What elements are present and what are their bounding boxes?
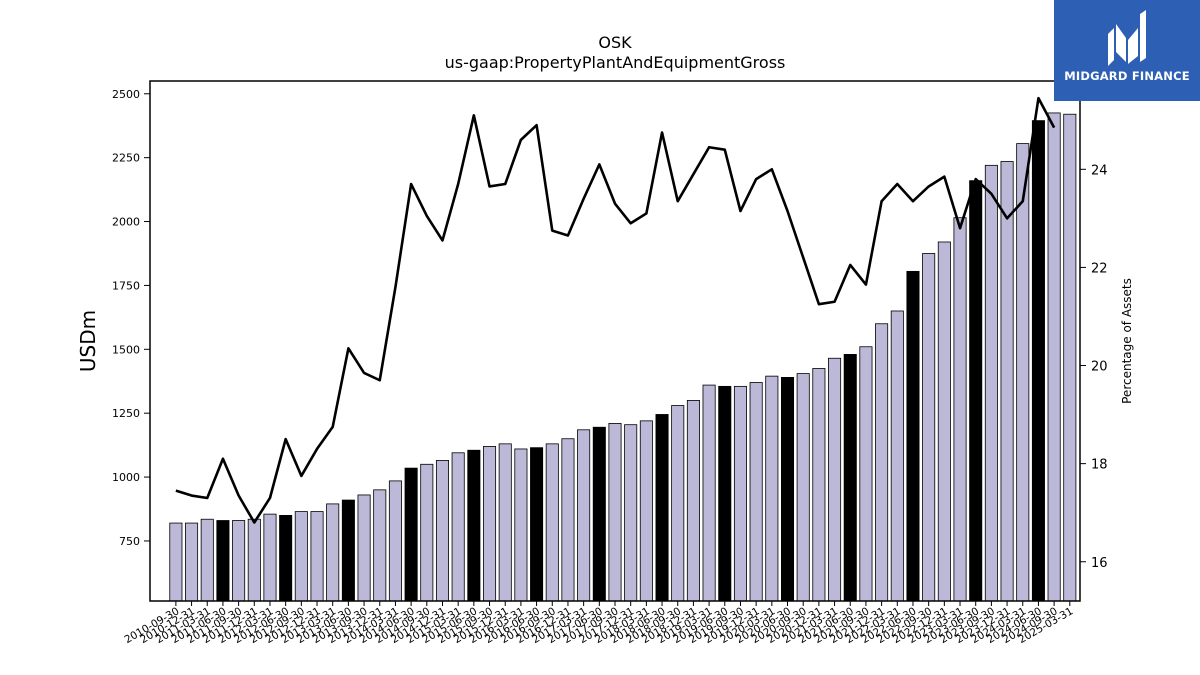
- bar-2012-03-31: [263, 513, 277, 602]
- bar-2024-09-30: [1047, 112, 1061, 602]
- bar-2014-12-31: [435, 460, 449, 602]
- bar-2022-03-31: [890, 310, 904, 602]
- y-tick-label: 1750: [112, 279, 140, 292]
- y2-axis-label: Percentage of Assets: [1120, 278, 1134, 404]
- bar-2014-09-30: [420, 463, 434, 602]
- bar-2019-12-31: [749, 382, 763, 602]
- bar-2013-09-30: [357, 494, 371, 602]
- y-tick-label: 2500: [112, 88, 140, 101]
- bar-2021-09-30: [859, 346, 873, 602]
- bar-2022-09-30: [922, 253, 936, 602]
- bar-2017-06-30: [592, 426, 606, 602]
- bar-2012-12-31: [310, 511, 324, 602]
- bar-2023-03-31: [953, 217, 967, 602]
- bar-2013-06-30: [341, 499, 355, 602]
- left-y-axis: 750 1000 1250 1500 1750 2000 2250 2500: [112, 88, 150, 548]
- y2-tick-label: 24: [1091, 163, 1108, 178]
- y-tick-label: 1250: [112, 407, 140, 420]
- bar-2023-12-31: [1000, 161, 1014, 602]
- bar-2018-03-31: [639, 420, 653, 602]
- bar-2016-03-31: [514, 448, 528, 602]
- bar-2016-06-30: [530, 447, 544, 602]
- bar-2015-12-31: [498, 443, 512, 602]
- bar-2017-09-30: [608, 423, 622, 602]
- bar-2020-12-31: [812, 368, 826, 602]
- bar-2017-03-31: [577, 429, 591, 602]
- bar-2011-12-31: [247, 518, 261, 602]
- bar-2015-09-30: [483, 446, 497, 602]
- bar-2011-06-30: [216, 520, 230, 602]
- bar-2024-06-30: [1031, 120, 1045, 602]
- right-y-axis: 16 18 20 22 24: [1080, 163, 1108, 571]
- bar-2015-03-31: [451, 452, 465, 602]
- bar-2019-03-31: [702, 384, 716, 602]
- bar-2021-03-31: [828, 357, 842, 602]
- y-tick-label: 1000: [112, 471, 140, 484]
- bar-2022-06-30: [906, 270, 920, 602]
- line-group: [175, 96, 1056, 524]
- percentage-of-assets-line: [175, 96, 1056, 524]
- y2-tick-label: 20: [1091, 360, 1108, 375]
- bar-2015-06-30: [467, 449, 481, 602]
- bar-2017-12-31: [624, 424, 638, 602]
- bar-2021-12-31: [875, 323, 889, 602]
- bar-2023-06-30: [969, 180, 983, 602]
- bar-2013-12-31: [373, 489, 387, 602]
- plot-frame: [149, 80, 1081, 602]
- bar-2020-09-30: [796, 373, 810, 602]
- y-axis-label: USDm: [76, 310, 100, 372]
- bar-2021-06-30: [843, 354, 857, 602]
- y-tick-label: 750: [119, 535, 140, 548]
- bar-2020-06-30: [781, 377, 795, 602]
- bar-2010-12-31: [185, 522, 199, 602]
- chart-title: OSK: [598, 33, 632, 52]
- y-tick-label: 2000: [112, 216, 140, 229]
- x-axis: 2010-09-302010-12-312011-03-312011-06-30…: [123, 601, 1075, 646]
- y-tick-label: 2250: [112, 152, 140, 165]
- bar-2013-03-31: [326, 503, 340, 602]
- bar-2016-09-30: [545, 443, 559, 602]
- bar-2025-03-31: [1063, 113, 1077, 602]
- midgard-logo-mark: [1108, 10, 1146, 66]
- bar-2019-06-30: [718, 385, 732, 602]
- bar-2012-09-30: [294, 511, 308, 602]
- bar-2016-12-31: [561, 438, 575, 602]
- bar-2024-03-31: [1016, 143, 1030, 602]
- bar-2018-09-30: [671, 405, 685, 602]
- bar-2023-09-30: [984, 164, 998, 602]
- bar-2019-09-30: [733, 385, 747, 602]
- bar-2020-03-31: [765, 375, 779, 602]
- bar-2018-12-31: [686, 400, 700, 602]
- bars-group: [169, 112, 1077, 602]
- y-tick-label: 1500: [112, 343, 140, 356]
- chart-subtitle: us-gaap:PropertyPlantAndEquipmentGross: [445, 53, 786, 72]
- y2-tick-label: 18: [1091, 458, 1108, 473]
- bar-2022-12-31: [937, 241, 951, 602]
- bar-2011-09-30: [232, 520, 246, 602]
- bar-2014-06-30: [404, 467, 418, 602]
- midgard-finance-logo: MIDGARD FINANCE: [1054, 0, 1200, 101]
- bar-2012-06-30: [279, 515, 293, 602]
- bar-2014-03-31: [388, 480, 402, 602]
- y2-tick-label: 16: [1091, 556, 1108, 571]
- y2-tick-label: 22: [1091, 261, 1108, 276]
- bar-2010-09-30: [169, 522, 183, 602]
- bar-2011-03-31: [200, 518, 214, 602]
- bar-2018-06-30: [655, 414, 669, 602]
